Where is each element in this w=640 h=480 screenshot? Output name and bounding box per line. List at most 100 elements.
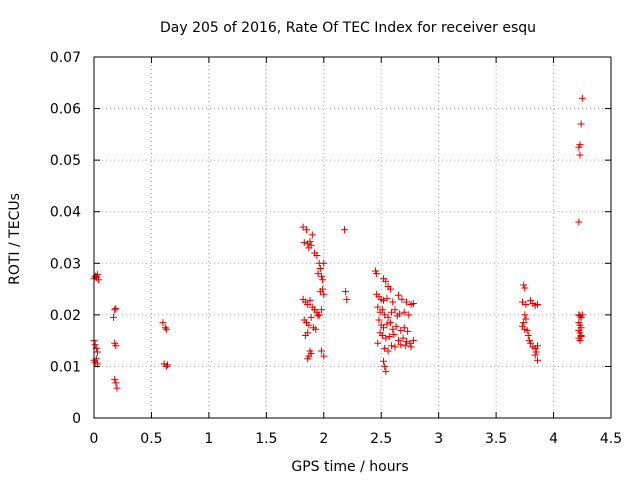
data-point — [522, 301, 530, 309]
data-point — [373, 270, 381, 278]
data-point — [383, 320, 391, 328]
data-point — [319, 285, 327, 293]
data-point — [389, 298, 397, 306]
data-point — [304, 329, 312, 337]
data-point — [164, 361, 172, 369]
data-point — [112, 305, 120, 313]
data-point — [391, 343, 399, 351]
data-point — [319, 276, 327, 284]
data-point — [162, 325, 170, 333]
data-point — [578, 94, 586, 102]
data-point — [390, 330, 398, 338]
data-point — [303, 226, 311, 234]
data-point — [402, 298, 410, 306]
data-point — [531, 351, 539, 359]
data-point — [398, 295, 406, 303]
data-point — [307, 313, 315, 321]
data-point — [159, 319, 167, 327]
data-point — [307, 350, 315, 358]
data-point — [404, 327, 412, 335]
data-point — [524, 331, 532, 339]
data-point — [577, 120, 585, 128]
x-tick-label: 0.5 — [140, 431, 162, 447]
data-point — [161, 324, 169, 332]
x-tick-label: 1 — [204, 431, 213, 447]
data-point — [374, 303, 382, 311]
data-point — [405, 311, 413, 319]
data-point — [343, 295, 351, 303]
data-point — [380, 324, 388, 332]
data-point — [533, 301, 541, 309]
data-point — [576, 151, 584, 159]
data-point — [391, 306, 399, 314]
data-point — [396, 310, 404, 318]
data-point — [306, 296, 314, 304]
data-point — [312, 325, 320, 333]
data-point — [111, 306, 119, 314]
data-point — [409, 300, 417, 308]
x-tick-label: 2.5 — [370, 431, 392, 447]
data-point — [576, 337, 584, 345]
data-point — [407, 343, 415, 351]
data-point — [384, 347, 392, 355]
data-point — [317, 347, 325, 355]
data-point — [112, 342, 120, 350]
data-point — [305, 321, 313, 329]
data-point — [320, 259, 328, 267]
data-point — [112, 379, 120, 387]
data-point — [380, 357, 388, 365]
data-point — [374, 339, 382, 347]
x-axis-label: GPS time / hours — [291, 459, 408, 475]
data-point — [383, 294, 391, 302]
data-point — [304, 301, 312, 309]
axis-ticks — [93, 56, 612, 419]
data-point — [409, 337, 417, 345]
data-points — [90, 94, 586, 392]
data-point — [575, 143, 583, 151]
x-tick-label: 3 — [434, 431, 443, 447]
data-point — [532, 348, 540, 356]
data-point — [307, 241, 315, 249]
data-point — [399, 334, 407, 342]
data-point — [385, 333, 393, 341]
y-tick-label: 0.04 — [50, 205, 81, 221]
data-point — [384, 313, 392, 321]
data-point — [317, 272, 325, 280]
data-point — [392, 322, 400, 330]
data-point — [342, 288, 350, 296]
y-tick-label: 0.06 — [50, 102, 81, 118]
data-point — [578, 311, 586, 319]
data-point — [397, 341, 405, 349]
data-point — [394, 291, 402, 299]
data-point — [522, 315, 530, 323]
data-point — [316, 264, 324, 272]
y-tick-label: 0.07 — [50, 50, 81, 66]
y-tick-labels: 0 0.01 0.02 0.03 0.04 0.05 0.06 0.07 — [50, 50, 81, 427]
data-point — [521, 311, 529, 319]
data-point — [306, 238, 314, 246]
data-point — [315, 311, 323, 319]
data-point — [314, 312, 322, 320]
data-point — [110, 313, 118, 321]
x-tick-label: 2 — [319, 431, 328, 447]
data-point — [382, 277, 390, 285]
grid — [94, 57, 611, 418]
y-tick-label: 0.03 — [50, 256, 81, 272]
data-point — [382, 334, 390, 342]
data-point — [111, 375, 119, 383]
data-point — [533, 342, 541, 350]
data-point — [401, 342, 409, 350]
data-point — [520, 319, 528, 327]
data-point — [400, 308, 408, 316]
data-point — [523, 326, 531, 334]
y-tick-label: 0 — [72, 411, 81, 427]
y-tick-label: 0.05 — [50, 153, 81, 169]
x-tick-label: 0 — [90, 431, 99, 447]
data-point — [533, 356, 541, 364]
data-point — [113, 384, 121, 392]
data-point — [575, 218, 583, 226]
data-point — [378, 306, 386, 314]
data-point — [577, 333, 585, 341]
data-point — [388, 342, 396, 350]
